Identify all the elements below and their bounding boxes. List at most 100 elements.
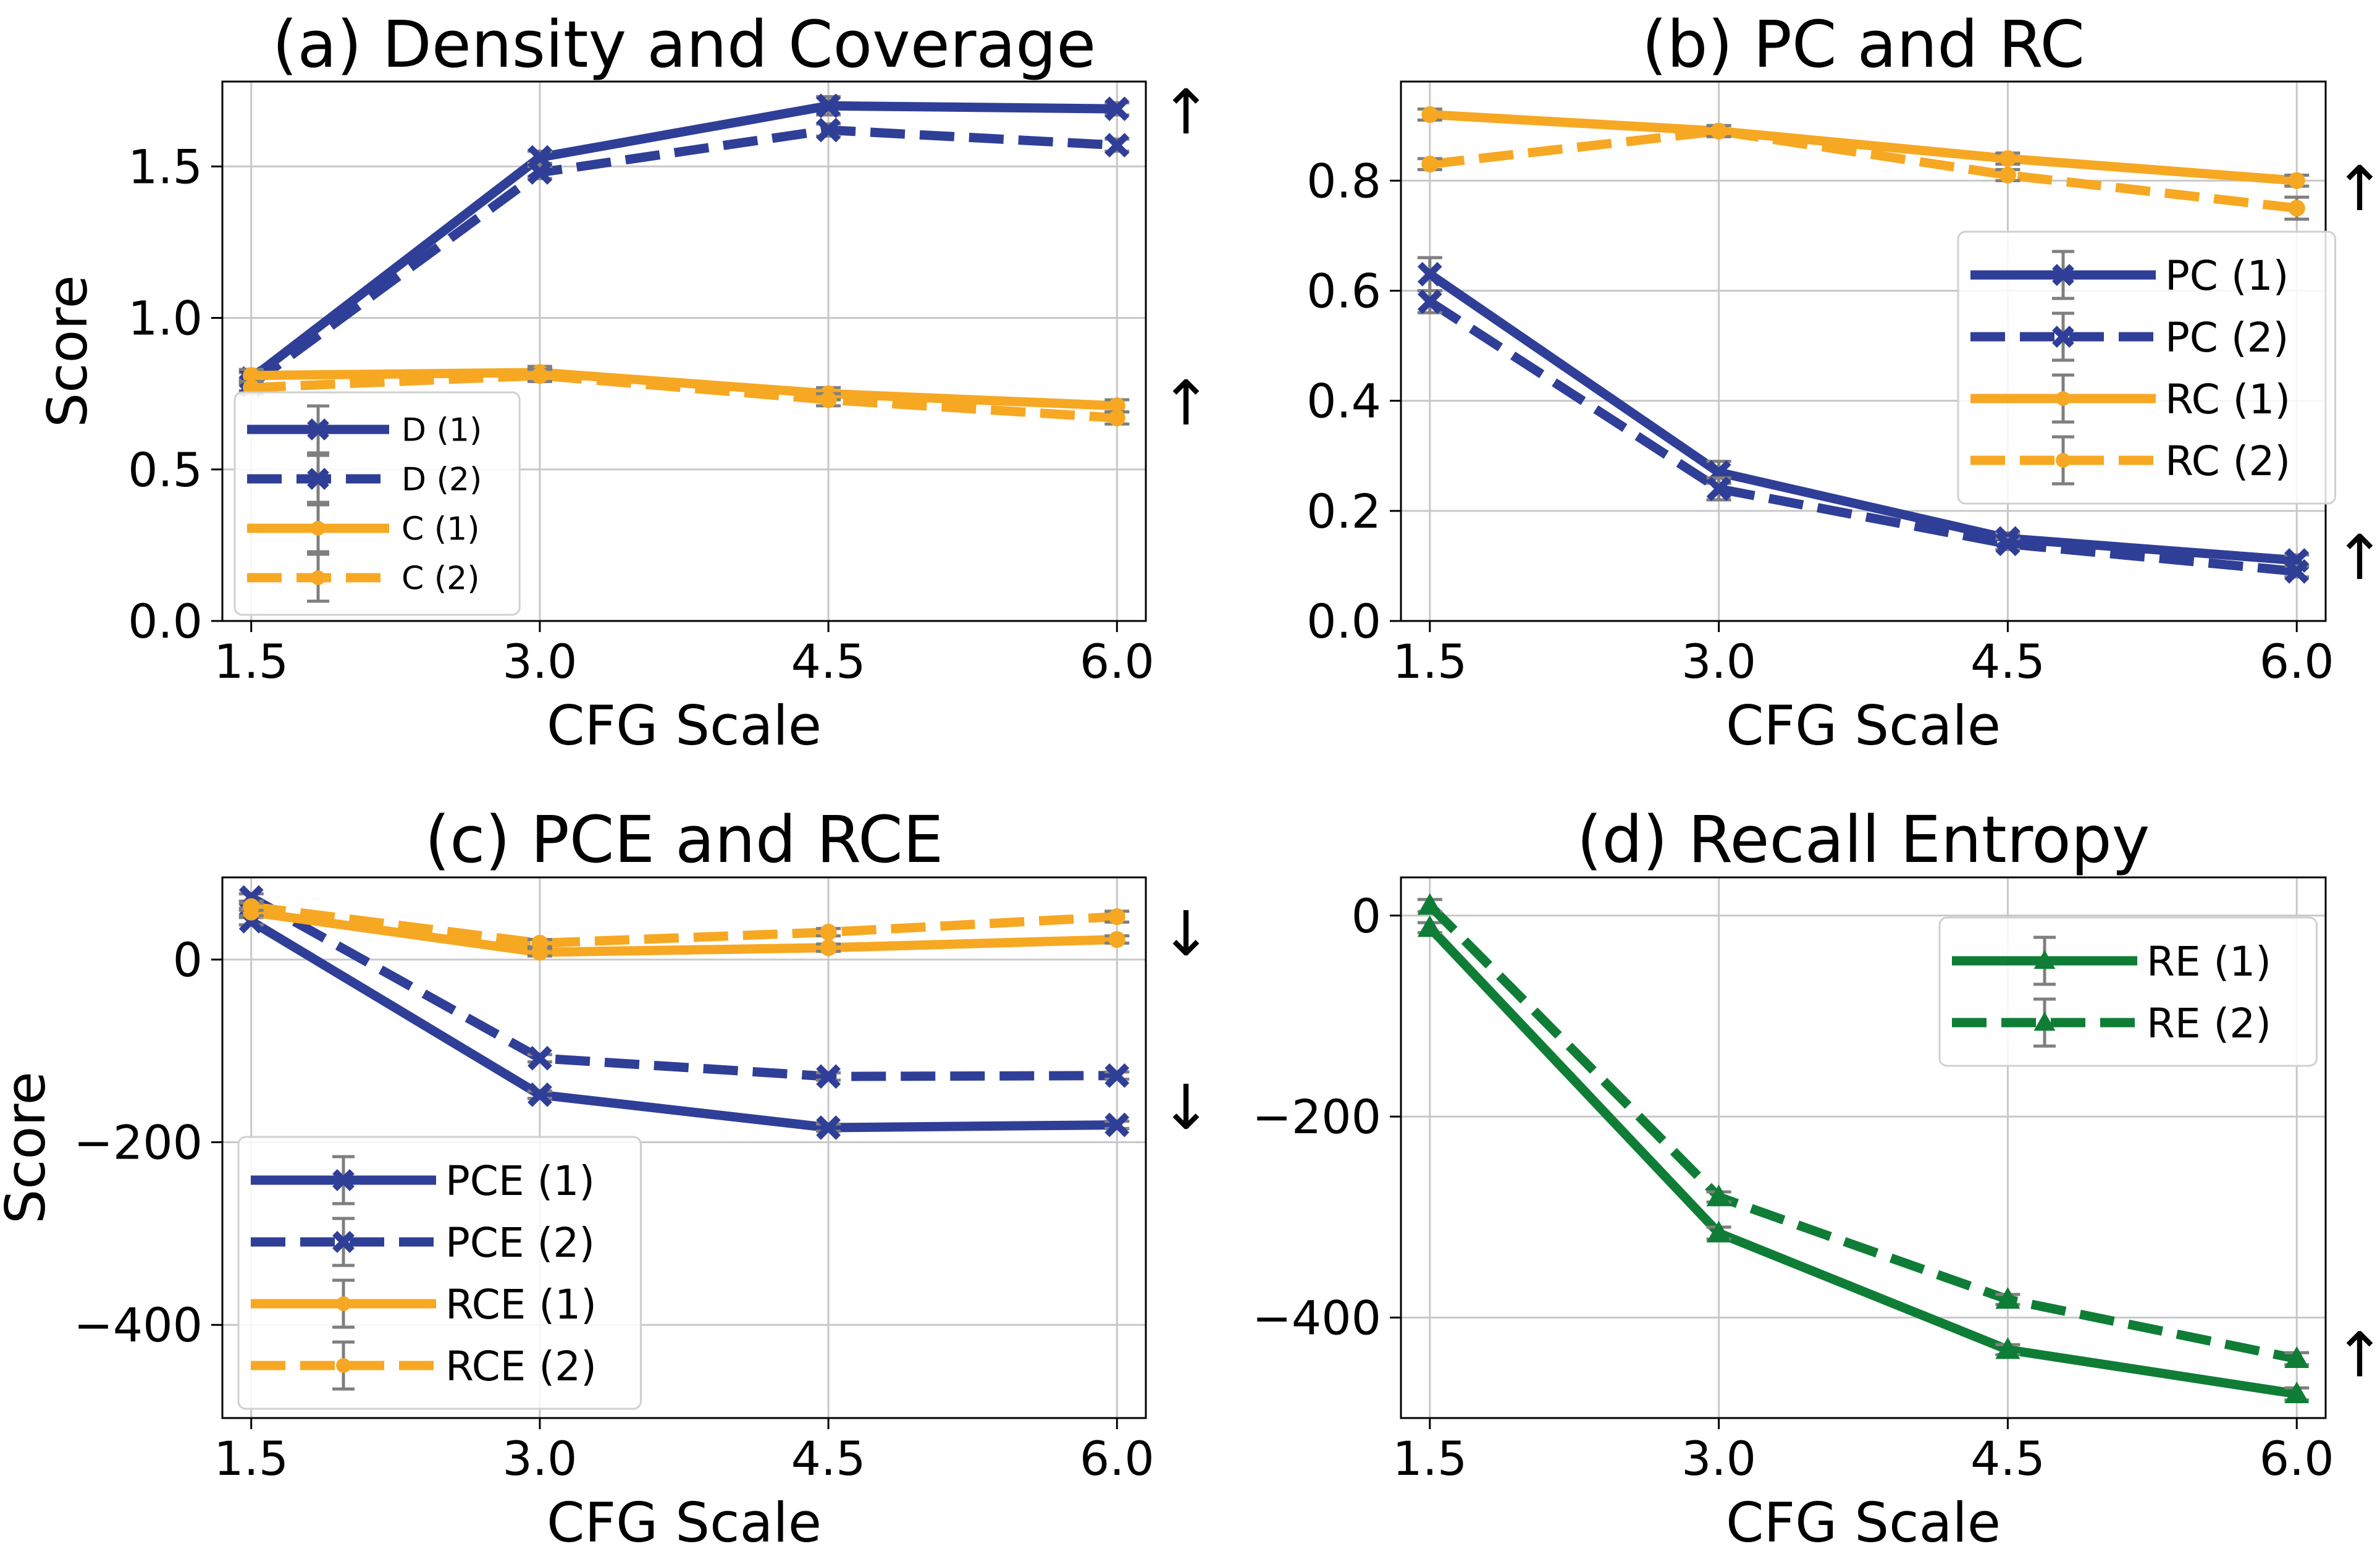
x-tick-label-0: 1.5 xyxy=(1392,1431,1467,1486)
data-point xyxy=(820,391,837,408)
legend-label: PCE (1) xyxy=(445,1157,595,1205)
direction-arrow: ↑ xyxy=(2334,521,2380,594)
legend-marker xyxy=(2052,264,2074,286)
legend-label: C (1) xyxy=(402,511,480,548)
data-point xyxy=(1104,1112,1130,1138)
legend-marker xyxy=(332,1231,355,1253)
data-point xyxy=(820,924,837,941)
data-point xyxy=(1706,1184,1731,1207)
data-point xyxy=(2284,559,2310,584)
direction-arrow: ↑ xyxy=(1160,76,1212,148)
series-line xyxy=(1429,109,2297,185)
legend: PC (1) PC (2) RC (1) RC (2) xyxy=(1957,230,2337,505)
direction-arrow: ↓ xyxy=(1160,1071,1212,1144)
data-point xyxy=(1108,397,1125,415)
y-tick-label-0: 0.0 xyxy=(1306,594,1381,649)
legend-marker xyxy=(307,418,329,441)
y-tick-label-3: 0.6 xyxy=(1306,264,1381,319)
series-rce-2- xyxy=(238,898,1130,952)
legend-marker xyxy=(336,1296,351,1311)
legend-marker xyxy=(311,570,326,585)
y-tick-label-0: −400 xyxy=(1252,1290,1381,1345)
x-tick-label-0: 1.5 xyxy=(214,1431,288,1486)
legend-box xyxy=(233,391,521,616)
data-point xyxy=(1108,908,1125,926)
panel-2: 1.5 3.0 4.5 6.0 −400 −200 0 (c) PCE and RCE CFG … xyxy=(0,802,1212,1555)
series-rc-2- xyxy=(1417,122,2310,221)
data-point xyxy=(816,1115,841,1140)
x-tick-label-1: 3.0 xyxy=(1681,1431,1756,1486)
legend-label: RE (1) xyxy=(2147,938,2271,986)
data-point xyxy=(1417,915,1442,937)
plot-frame xyxy=(221,80,1147,622)
y-tick-label-4: 0.8 xyxy=(1306,153,1381,208)
series-line xyxy=(250,907,1117,957)
series-pce-2- xyxy=(238,885,1130,1089)
data-point xyxy=(816,1064,841,1089)
legend: D (1) D (2) C (1) C (2) xyxy=(233,391,521,616)
y-tick-label-2: 0 xyxy=(1352,889,1381,944)
data-point xyxy=(1104,133,1130,158)
x-tick-label-1: 3.0 xyxy=(502,634,577,689)
series-line xyxy=(251,368,1117,411)
data-point xyxy=(820,939,837,956)
legend-label: RCE (1) xyxy=(445,1281,597,1328)
data-point xyxy=(243,898,260,915)
x-axis-label: CFG Scale xyxy=(1726,1491,2001,1555)
legend-label: RCE (2) xyxy=(445,1343,597,1390)
y-tick-label-0: 0.0 xyxy=(128,594,203,649)
data-point xyxy=(816,93,841,119)
y-tick-label-0: −400 xyxy=(74,1298,203,1353)
direction-arrow: ↑ xyxy=(2334,153,2380,225)
data-point xyxy=(1706,1220,1731,1243)
legend-marker xyxy=(2033,1011,2056,1031)
legend-label: D (2) xyxy=(402,462,482,499)
data-point xyxy=(1710,122,1728,140)
legend-label: PC (1) xyxy=(2165,252,2289,300)
y-tick-label-1: 0.2 xyxy=(1306,484,1381,539)
data-point xyxy=(528,1045,552,1071)
series-line xyxy=(250,901,1117,948)
data-point xyxy=(1104,1063,1130,1088)
x-tick-label-3: 6.0 xyxy=(2260,1431,2334,1486)
series-line xyxy=(1427,298,2297,576)
x-tick-label-2: 4.5 xyxy=(1970,634,2045,689)
data-point xyxy=(2284,1346,2310,1369)
direction-arrow: ↑ xyxy=(2334,1319,2380,1391)
series-re-2- xyxy=(1417,893,2310,1369)
series-line xyxy=(248,101,1117,382)
x-tick-label-2: 4.5 xyxy=(791,1431,866,1486)
series-pc-2- xyxy=(1417,289,2310,584)
legend-marker xyxy=(2056,391,2071,406)
legend: RE (1) RE (2) xyxy=(1938,916,2318,1067)
x-axis-label: CFG Scale xyxy=(547,1491,822,1555)
data-point xyxy=(816,117,841,143)
data-point xyxy=(2284,1381,2310,1403)
series-re-1- xyxy=(1417,915,2310,1403)
chart-title: (b) PC and RC xyxy=(1642,7,2085,82)
panel-0: 1.5 3.0 4.5 6.0 0.0 0.5 1.0 1.5 (a) Density and … xyxy=(36,7,1212,758)
x-tick-label-3: 6.0 xyxy=(1080,634,1154,689)
series-line xyxy=(1426,902,2298,1364)
x-tick-label-2: 4.5 xyxy=(1970,1431,2045,1486)
x-tick-label-1: 3.0 xyxy=(1681,634,1756,689)
legend-label: RC (2) xyxy=(2165,437,2290,485)
series-line xyxy=(251,371,1117,423)
data-point xyxy=(531,934,549,952)
x-tick-label-3: 6.0 xyxy=(1080,1431,1154,1486)
legend-label: D (1) xyxy=(402,412,482,449)
series-line xyxy=(248,917,1117,1133)
data-point xyxy=(1108,931,1125,948)
legend-marker xyxy=(307,468,329,490)
legend-label: RE (2) xyxy=(2147,1000,2271,1047)
y-tick-label-2: 0.4 xyxy=(1306,374,1381,429)
x-tick-label-1: 3.0 xyxy=(502,1431,577,1486)
chart-title: (d) Recall Entropy xyxy=(1577,802,2150,877)
data-point xyxy=(1999,166,2017,184)
chart-title: (c) PCE and RCE xyxy=(425,802,944,877)
data-point xyxy=(1995,1287,2020,1309)
y-tick-label-2: 1.0 xyxy=(128,291,203,346)
legend-marker xyxy=(2056,453,2071,468)
